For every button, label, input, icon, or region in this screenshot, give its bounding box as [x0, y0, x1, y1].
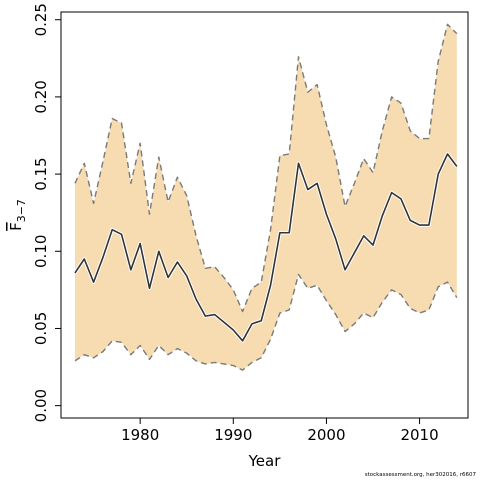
- plot-frame: [60, 11, 469, 419]
- y-tick-label: 0.10: [32, 235, 50, 268]
- y-tick-label: 0.25: [32, 3, 50, 36]
- y-tick-label: 0.00: [32, 389, 50, 422]
- axes: 1980 1990 2000 2010 0.00 0.05 0.10 0.15 0.20 0.25: [32, 3, 439, 444]
- footnote: stockassessment.org, her302016, r6607: [364, 472, 476, 478]
- y-axis-label: F3−7: [7, 199, 28, 231]
- x-tick-label: 2000: [307, 426, 345, 444]
- estimate-line-core: [74, 153, 458, 342]
- x-tick-label: 1980: [121, 426, 159, 444]
- lower-bound-line: [74, 273, 458, 371]
- y-tick-label: 0.05: [32, 312, 50, 345]
- plot-area: [73, 23, 459, 371]
- y-axis-label-main: F: [7, 222, 25, 231]
- x-tick-label: 1990: [214, 426, 252, 444]
- y-axis-label-sub: 3−7: [15, 199, 28, 222]
- y-tick-label: 0.15: [32, 157, 50, 190]
- y-tick-label: 0.20: [32, 80, 50, 113]
- upper-bound-line: [74, 23, 458, 313]
- confidence-band: [74, 24, 457, 371]
- x-axis-label: Year: [248, 452, 282, 470]
- x-tick-label: 2010: [400, 426, 438, 444]
